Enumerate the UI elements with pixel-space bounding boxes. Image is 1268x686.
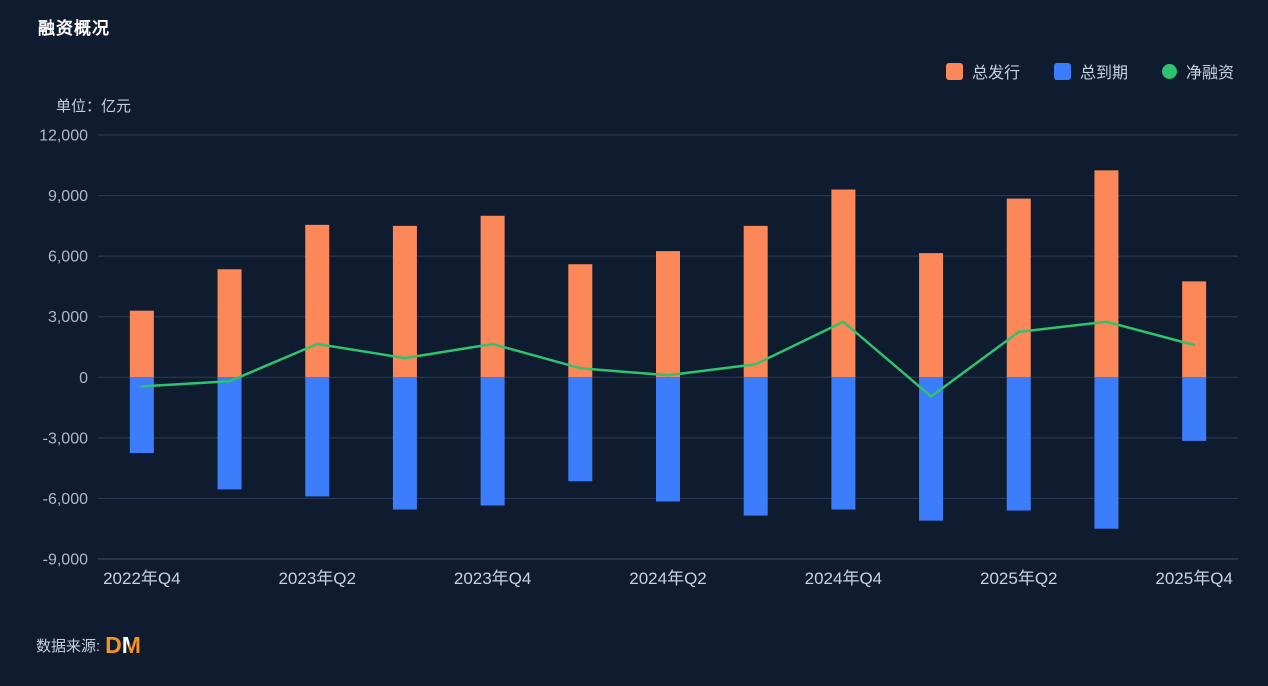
x-tick-label: 2022年Q4	[103, 569, 181, 588]
page-title: 融资概况	[38, 19, 110, 38]
dm-logo: DM	[105, 634, 141, 657]
legend-swatch-issuance	[945, 62, 963, 80]
bar-maturity	[1006, 377, 1031, 511]
bar-maturity	[392, 377, 417, 510]
legend-item-maturity[interactable]: 总到期	[1053, 59, 1128, 83]
y-tick-label: 0	[79, 370, 88, 387]
bar-issuance	[656, 251, 680, 378]
x-tick-label: 2023年Q4	[454, 569, 532, 588]
y-tick-label: -9,000	[43, 552, 88, 569]
legend-label-maturity: 总到期	[1079, 65, 1128, 82]
legend-swatch-maturity	[1053, 62, 1071, 80]
dm-logo-letter-d: D	[105, 632, 122, 658]
y-tick-label: -6,000	[43, 491, 88, 508]
bar-issuance	[1094, 170, 1119, 378]
data-source-label: 数据来源:	[36, 638, 101, 655]
bar-issuance	[831, 189, 856, 378]
bar-issuance	[919, 253, 944, 378]
legend-label-issuance: 总发行	[971, 65, 1020, 82]
x-tick-label: 2023年Q2	[278, 569, 356, 588]
y-tick-label: -3,000	[43, 430, 88, 447]
bar-issuance	[392, 225, 417, 378]
bar-maturity	[656, 377, 680, 502]
y-tick-label: 6,000	[48, 249, 88, 266]
x-tick-label: 2024年Q2	[629, 569, 707, 588]
y-tick-label: 9,000	[48, 188, 88, 205]
x-tick-label: 2025年Q4	[1155, 569, 1233, 588]
bar-issuance	[217, 269, 242, 378]
y-tick-label: 12,000	[39, 128, 88, 145]
bar-maturity	[480, 377, 505, 506]
data-source: 数据来源: DM	[36, 634, 141, 657]
bar-maturity	[305, 377, 330, 497]
bar-issuance	[743, 225, 768, 378]
bar-maturity	[217, 377, 242, 490]
bar-maturity	[1182, 377, 1207, 441]
dm-logo-letter-m: M	[121, 632, 141, 658]
legend-label-net: 净融资	[1185, 65, 1234, 82]
bar-maturity	[568, 377, 593, 482]
y-tick-label: 3,000	[48, 309, 88, 326]
legend-item-net[interactable]: 净融资	[1161, 59, 1234, 83]
bar-issuance	[1006, 198, 1031, 378]
legend-item-issuance[interactable]: 总发行	[945, 59, 1020, 83]
legend-swatch-net	[1161, 63, 1177, 79]
unit-label: 单位：亿元	[56, 98, 132, 115]
bar-issuance	[568, 264, 593, 378]
bar-issuance	[480, 215, 505, 378]
chart-legend: 总发行 总到期 净融资	[945, 59, 1234, 83]
x-tick-label: 2024年Q4	[805, 569, 883, 588]
net-financing-line	[140, 320, 1196, 398]
bar-issuance	[129, 310, 154, 378]
bar-maturity	[129, 377, 154, 453]
bar-maturity	[743, 377, 768, 516]
bar-maturity	[919, 377, 944, 521]
bar-issuance	[1182, 281, 1207, 378]
bar-maturity	[831, 377, 856, 510]
bar-maturity	[1094, 377, 1119, 529]
x-tick-label: 2025年Q2	[980, 569, 1058, 588]
bar-issuance	[305, 224, 330, 378]
